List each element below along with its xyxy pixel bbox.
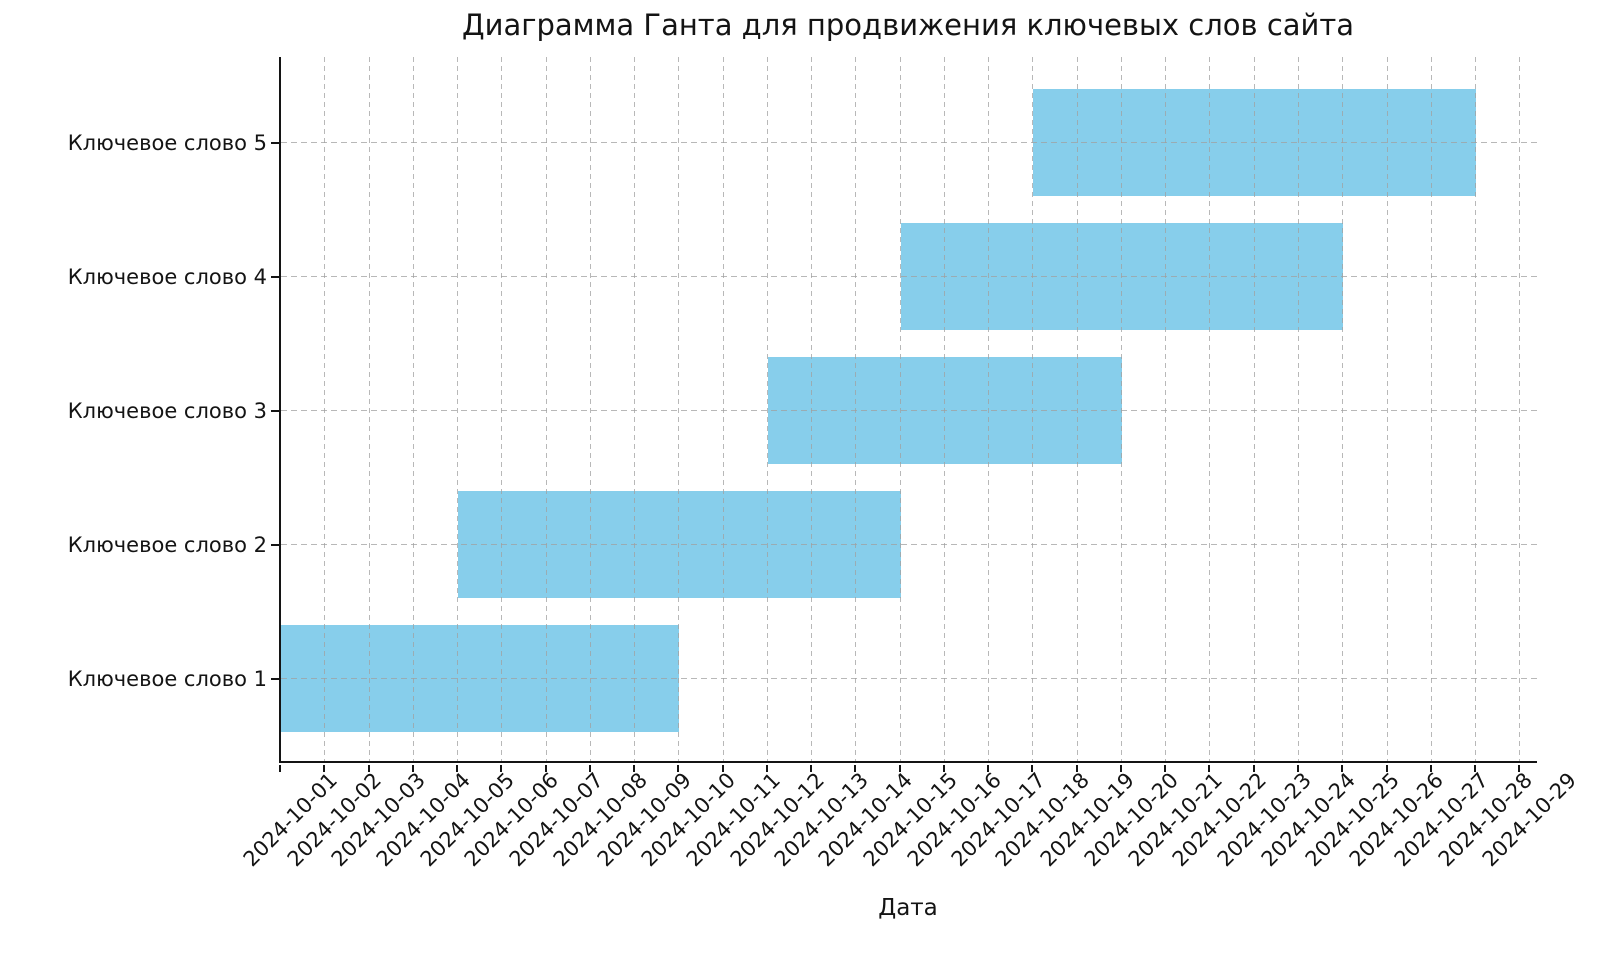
x-tick-mark <box>588 765 591 772</box>
y-tick-label: Ключевое слово 2 <box>67 532 267 557</box>
y-tick-label: Ключевое слово 1 <box>67 666 267 691</box>
y-gridline <box>281 678 1537 679</box>
x-tick-mark <box>1164 765 1167 772</box>
x-tick-mark <box>1518 765 1521 772</box>
x-tick-mark <box>987 765 990 772</box>
y-tick-mark <box>271 543 279 546</box>
x-gridline <box>1120 57 1122 761</box>
x-gridline <box>1519 57 1521 761</box>
y-gridline <box>281 276 1537 278</box>
x-tick-mark <box>854 765 857 772</box>
x-tick-mark <box>323 765 326 772</box>
x-gridline <box>324 57 326 761</box>
x-gridline <box>368 57 370 761</box>
y-gridline <box>281 142 1537 144</box>
x-tick-mark <box>1429 765 1432 772</box>
x-tick-mark <box>411 765 414 772</box>
x-gridline <box>545 57 547 761</box>
y-tick-mark <box>271 141 279 144</box>
x-gridline <box>766 57 768 761</box>
x-tick-mark <box>721 765 724 772</box>
y-gridline <box>281 544 1537 546</box>
x-gridline <box>457 57 459 761</box>
x-gridline <box>1386 57 1388 761</box>
y-tick-label: Ключевое слово 3 <box>67 398 267 423</box>
x-gridline <box>811 57 813 761</box>
x-tick-mark <box>810 765 813 772</box>
x-tick-mark <box>633 765 636 772</box>
x-tick-mark <box>1252 765 1255 772</box>
x-tick-mark <box>1341 765 1344 772</box>
x-gridline <box>988 57 990 761</box>
x-gridline <box>1342 57 1344 761</box>
x-tick-mark <box>456 765 459 772</box>
x-gridline <box>501 57 503 761</box>
x-tick-mark <box>544 765 547 772</box>
x-gridline <box>589 57 591 761</box>
x-tick-mark <box>1208 765 1211 772</box>
chart-title: Диаграмма Ганта для продвижения ключевых… <box>461 8 1355 42</box>
x-tick-mark <box>279 765 281 772</box>
x-tick-mark <box>1385 765 1388 772</box>
x-tick-mark <box>942 765 945 772</box>
plot-area <box>279 57 1537 763</box>
x-axis-label: Дата <box>878 895 938 921</box>
x-gridline <box>1032 57 1034 761</box>
y-tick-label: Ключевое слово 4 <box>67 264 267 289</box>
x-gridline <box>678 57 680 761</box>
x-tick-mark <box>1031 765 1034 772</box>
x-tick-mark <box>1474 765 1477 772</box>
x-gridline <box>1475 57 1477 761</box>
x-gridline <box>1253 57 1255 761</box>
x-tick-mark <box>1075 765 1078 772</box>
x-gridline <box>1297 57 1299 761</box>
x-gridline <box>1430 57 1432 761</box>
x-tick-mark <box>898 765 901 772</box>
x-gridline <box>899 57 901 761</box>
x-gridline <box>855 57 857 761</box>
y-tick-mark <box>271 677 279 680</box>
y-tick-label: Ключевое слово 5 <box>67 130 267 155</box>
x-gridline <box>1076 57 1078 761</box>
x-gridline <box>943 57 945 761</box>
x-tick-mark <box>1296 765 1299 772</box>
x-tick-mark <box>765 765 768 772</box>
x-gridline <box>722 57 724 761</box>
x-tick-mark <box>1119 765 1122 772</box>
x-tick-mark <box>367 765 370 772</box>
y-gridline <box>281 410 1537 412</box>
x-tick-mark <box>677 765 680 772</box>
x-tick-mark <box>500 765 503 772</box>
y-tick-mark <box>271 275 279 278</box>
y-tick-mark <box>271 409 279 412</box>
x-gridline <box>412 57 414 761</box>
x-gridline <box>1209 57 1211 761</box>
x-gridline <box>634 57 636 761</box>
x-gridline <box>1165 57 1167 761</box>
